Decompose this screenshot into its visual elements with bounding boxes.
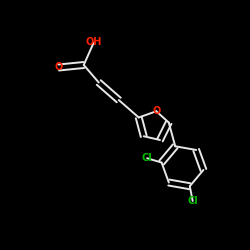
Text: Cl: Cl [142,153,152,163]
Text: Cl: Cl [187,196,198,206]
Text: O: O [55,62,63,72]
Text: OH: OH [86,38,102,48]
Text: O: O [152,106,160,116]
